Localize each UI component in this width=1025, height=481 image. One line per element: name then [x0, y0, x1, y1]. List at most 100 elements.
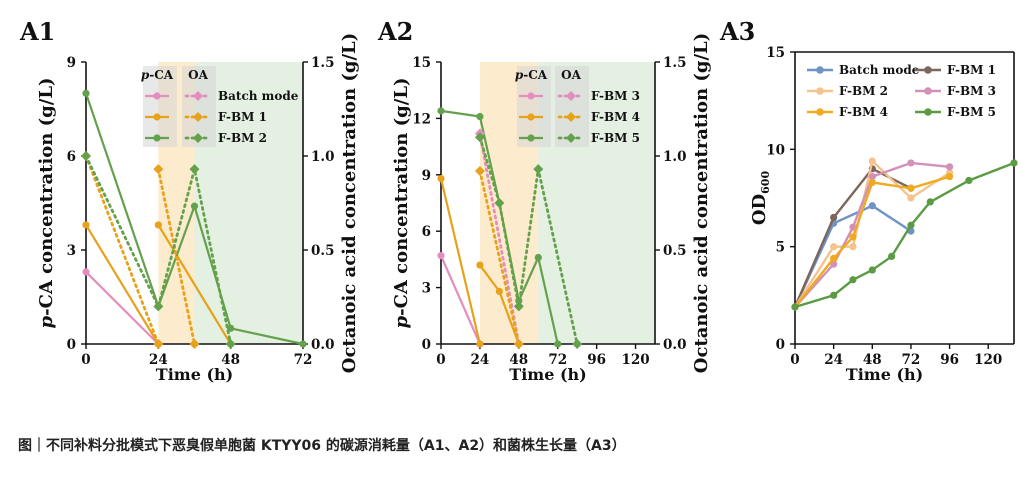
data-point-f-bm-5-p-ca	[476, 112, 484, 121]
legend-swatch-marker	[527, 92, 535, 100]
figure-caption: 图｜不同补料分批模式下恶臭假单胞菌 KTYY06 的碳源消耗量（A1、A2）和菌…	[18, 438, 626, 454]
x-tick-label: 120	[621, 352, 649, 368]
legend-swatch-marker	[924, 108, 932, 116]
y-axis-label: p-CA concentration (g/L)	[391, 78, 412, 329]
legend-label: F-BM 1	[947, 63, 996, 77]
legend-swatch-marker	[193, 112, 203, 122]
x-tick-label: 96	[587, 352, 606, 368]
x-tick-label: 48	[509, 352, 528, 368]
series-line-f-bm-2-oa	[84, 154, 233, 346]
data-point-f-bm-2-oa	[189, 164, 200, 175]
chart-panel-a1: A1 0 24 48 72 0 3 6 9 0.0 0.5 1.0 1.5 Time (h) p-CA co…	[19, 17, 360, 384]
data-point-f-bm-3	[945, 163, 954, 171]
x-tick-label: 96	[940, 352, 959, 368]
legend-swatch-marker	[924, 66, 932, 74]
data-point-f-bm-4-oa	[513, 339, 524, 349]
legend: Batch mode F-BM 1 F-BM 2 F-BM 3 F-BM 4 F-BM 5	[807, 63, 996, 119]
x-tick-label: 72	[548, 352, 567, 368]
legend-swatch-marker	[193, 91, 203, 101]
legend-label: F-BM 2	[218, 131, 267, 145]
series-line-f-bm-5-p-ca	[440, 109, 559, 345]
data-point-f-bm-5	[791, 303, 799, 311]
legend-swatch-marker	[924, 87, 932, 95]
legend-header-oa: OA	[561, 68, 581, 82]
y2-tick-label: 1.5	[311, 55, 335, 71]
legend-label: F-BM 5	[591, 131, 640, 145]
legend-label: Batch mode	[839, 63, 920, 77]
data-point-f-bm-5-oa	[533, 164, 544, 175]
y2-tick-label: 0.0	[663, 337, 687, 353]
data-point-f-bm-2-oa	[225, 339, 236, 349]
legend-header-pca: p-CA	[141, 68, 174, 82]
legend-header-oa: OA	[188, 68, 208, 82]
data-point-f-bm-5-oa	[513, 301, 524, 312]
series-line-f-bm-1-p-ca	[157, 224, 232, 345]
x-tick-label: 72	[294, 352, 313, 368]
x-tick-label: 24	[149, 352, 168, 368]
legend-label: F-BM 4	[591, 110, 640, 124]
y-tick-label: 9	[67, 55, 76, 71]
series-line-f-bm-4-p-ca	[439, 178, 481, 345]
legend-label: F-BM 5	[947, 105, 996, 119]
figure-canvas: A1 0 24 48 72 0 3 6 9 0.0 0.5 1.0 1.5 Time (h) p-CA co…	[19, 17, 1018, 384]
y-tick-label: 5	[776, 240, 785, 256]
legend-column-bg-oa	[182, 66, 216, 147]
legend-column-bg-pca	[143, 66, 177, 147]
series-line-f-bm-1-p-ca	[85, 224, 160, 345]
y-axis-label: OD600	[749, 171, 772, 226]
legend-label: F-BM 3	[591, 89, 640, 103]
legend-swatch-marker	[193, 133, 203, 143]
legend-swatch-marker	[527, 134, 535, 142]
panel-label: A3	[719, 17, 755, 46]
y-tick-label: 15	[412, 55, 431, 71]
data-point-f-bm-2-p-ca	[299, 340, 307, 348]
series-line-f-bm-4	[794, 175, 950, 308]
data-point-f-bm-1-p-ca	[82, 221, 90, 229]
legend-swatch-marker	[153, 134, 161, 142]
y-axis-label: p-CA concentration (g/L)	[36, 78, 57, 329]
data-point-f-bm-5	[965, 176, 973, 185]
legend-swatch-marker	[153, 113, 161, 121]
panel-label: A1	[19, 17, 55, 46]
data-point-f-bm-1-oa	[153, 164, 164, 175]
data-point-f-bm-4-oa	[474, 166, 485, 177]
data-point-f-bm-1-oa	[189, 339, 200, 349]
legend-swatch-marker	[816, 66, 824, 74]
y2-tick-label: 0.5	[311, 243, 335, 259]
series-line-batch-mode-p-ca	[85, 271, 160, 345]
legend-label: F-BM 4	[839, 105, 888, 119]
data-point-f-bm-5	[926, 198, 934, 206]
data-point-f-bm-4	[830, 254, 838, 262]
x-tick-label: 0	[790, 352, 799, 368]
x-tick-label: 24	[471, 352, 490, 368]
chart-panel-a2: A2 0 24 48 72 96 120 0 3 6 9 12 15 0.0 0.5 1.0 1.5 Time (…	[377, 17, 712, 384]
data-point-f-bm-2-oa	[81, 151, 91, 161]
data-point-f-bm-2	[849, 243, 857, 251]
data-point-f-bm-5-p-ca	[554, 340, 562, 348]
data-point-f-bm-3	[907, 159, 915, 167]
data-point-f-bm-5	[1010, 159, 1018, 167]
legend-header-pca: p-CA	[515, 68, 548, 82]
x-tick-label: 0	[436, 352, 445, 368]
y-tick-label: 0	[422, 337, 431, 353]
y-tick-label: 0	[776, 337, 785, 353]
legend-swatch-marker	[566, 91, 576, 101]
legend-label: F-BM 2	[839, 84, 888, 98]
y2-tick-label: 0.0	[311, 337, 335, 353]
legend-swatch-marker	[527, 113, 535, 121]
x-tick-label: 48	[221, 352, 240, 368]
y2-tick-label: 1.5	[663, 55, 687, 71]
data-point-f-bm-1-p-ca	[154, 221, 162, 229]
x-tick-label: 48	[863, 352, 882, 368]
legend-label: Batch mode	[218, 89, 299, 103]
legend: p-CA OA Batch mode F-BM 1 F-BM 2	[141, 66, 299, 147]
data-point-f-bm-2	[907, 194, 915, 202]
series-line-f-bm-1-oa	[84, 154, 160, 346]
data-point-f-bm-1	[830, 213, 838, 222]
series-line-f-bm-3-p-ca	[439, 255, 481, 345]
legend-swatch-marker	[816, 87, 824, 95]
data-point-f-bm-4-p-ca	[495, 287, 503, 295]
series-line-f-bm-3-oa	[478, 132, 521, 346]
data-point-f-bm-4-p-ca	[476, 261, 484, 269]
data-point-f-bm-4	[945, 172, 954, 181]
